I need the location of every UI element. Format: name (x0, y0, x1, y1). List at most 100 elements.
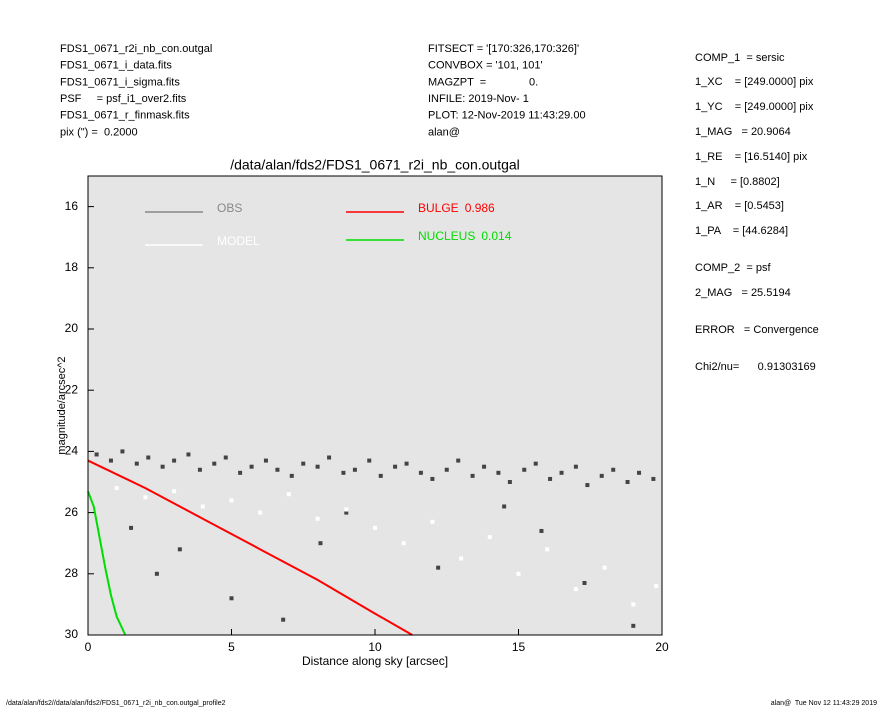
data-point (533, 461, 538, 466)
data-point (430, 476, 435, 481)
data-point (625, 480, 630, 484)
data-point (548, 476, 553, 481)
data-point (146, 455, 151, 460)
header-line: FDS1_0671_i_sigma.fits (60, 76, 180, 88)
data-point (129, 525, 134, 530)
fit-param: 1_AR = [0.5453] (695, 200, 784, 212)
data-point (654, 584, 659, 589)
data-point (212, 461, 217, 466)
header-line: CONVBOX = '101, 101' (428, 60, 543, 72)
data-point (585, 483, 590, 488)
header-line: MAGZPT = 0. (428, 76, 538, 88)
data-point (651, 476, 656, 481)
data-point (459, 556, 464, 561)
legend-fraction: 0.986 (465, 201, 495, 215)
y-tick-label: 24 (65, 444, 79, 458)
legend-label: NUCLEUS (418, 229, 475, 243)
x-tick-label: 0 (85, 640, 92, 654)
data-point (393, 464, 398, 469)
data-point (507, 480, 512, 484)
data-point (430, 519, 435, 524)
fit-param: 1_YC = [249.0000] pix (695, 101, 814, 113)
footer-left: /data/alan/fds2//data/alan/fds2/FDS1_067… (6, 700, 226, 707)
header-line: pix (") = 0.2000 (60, 126, 138, 138)
header-line: PLOT: 12-Nov-2019 11:43:29.00 (428, 110, 586, 122)
data-point (631, 602, 636, 607)
data-point (229, 596, 234, 601)
data-point (315, 516, 320, 521)
data-point (344, 507, 349, 512)
fit-param: COMP_2 = psf (695, 262, 771, 274)
data-point (401, 541, 406, 546)
y-tick-label: 16 (65, 199, 79, 213)
header-line: FDS1_0671_i_data.fits (60, 60, 172, 72)
data-point (318, 541, 323, 546)
profile-line (87, 490, 127, 636)
data-point (404, 461, 409, 466)
data-point (200, 504, 205, 509)
header-line: FDS1_0671_r_finmask.fits (60, 110, 190, 122)
footer-right: alan@ Tue Nov 12 11:43:29 2019 (771, 700, 877, 707)
data-point (160, 464, 165, 469)
header-line: FDS1_0671_r2i_nb_con.outgal (60, 43, 212, 55)
data-point (631, 623, 636, 628)
data-point (229, 498, 234, 503)
data-point (373, 525, 377, 530)
legend-fraction: 0.014 (481, 229, 511, 243)
data-point (599, 473, 604, 478)
data-point (177, 547, 182, 552)
plot-area (88, 176, 662, 635)
data-point (223, 455, 228, 460)
x-axis-label: Distance along sky [arcsec] (302, 654, 448, 668)
data-point (522, 467, 527, 472)
data-point (378, 473, 383, 478)
data-point (573, 464, 578, 469)
data-point (573, 587, 578, 592)
fit-param: 1_RE = [16.5140] pix (695, 151, 808, 163)
data-point (249, 464, 254, 469)
data-point (487, 535, 492, 540)
data-point (582, 580, 587, 585)
data-point (238, 470, 243, 475)
data-point (444, 467, 449, 472)
y-tick-label: 22 (65, 382, 79, 396)
data-point (172, 458, 177, 463)
fit-param: ERROR = Convergence (695, 324, 819, 336)
data-point (418, 470, 423, 475)
data-point (327, 455, 332, 460)
x-tick-label: 20 (655, 640, 669, 654)
data-point (470, 473, 475, 478)
data-point (197, 467, 202, 472)
fit-param: Chi2/nu= 0.91303169 (695, 361, 816, 373)
header-line: alan@ (428, 126, 460, 138)
legend-label: OBS (217, 201, 242, 215)
data-point (263, 458, 268, 463)
fit-param: 1_XC = [249.0000] pix (695, 76, 814, 88)
data-point (502, 504, 507, 509)
y-tick-label: 30 (65, 627, 79, 641)
fit-param: COMP_1 = sersic (695, 52, 785, 64)
y-tick-label: 18 (65, 260, 79, 274)
header-line: INFILE: 2019-Nov- 1 (428, 93, 529, 105)
header-line: PSF = psf_i1_over2.fits (60, 93, 187, 105)
data-point (436, 565, 441, 570)
data-point (186, 452, 191, 457)
data-point (301, 461, 306, 466)
data-point (496, 470, 501, 475)
x-tick-label: 15 (512, 640, 526, 654)
y-tick-label: 26 (65, 505, 79, 519)
data-point (120, 449, 125, 454)
data-point (456, 458, 461, 463)
profile-line (87, 459, 413, 636)
chart-title: /data/alan/fds2/FDS1_0671_r2i_nb_con.out… (230, 157, 520, 173)
data-point (143, 495, 148, 500)
data-point (611, 467, 616, 472)
data-point (315, 464, 320, 469)
data-point (275, 467, 280, 472)
data-point (602, 565, 607, 570)
x-tick-label: 10 (368, 640, 382, 654)
fit-param: 1_MAG = 20.9064 (695, 126, 791, 138)
legend-label: BULGE (418, 201, 459, 215)
legend-label: MODEL (217, 234, 260, 248)
